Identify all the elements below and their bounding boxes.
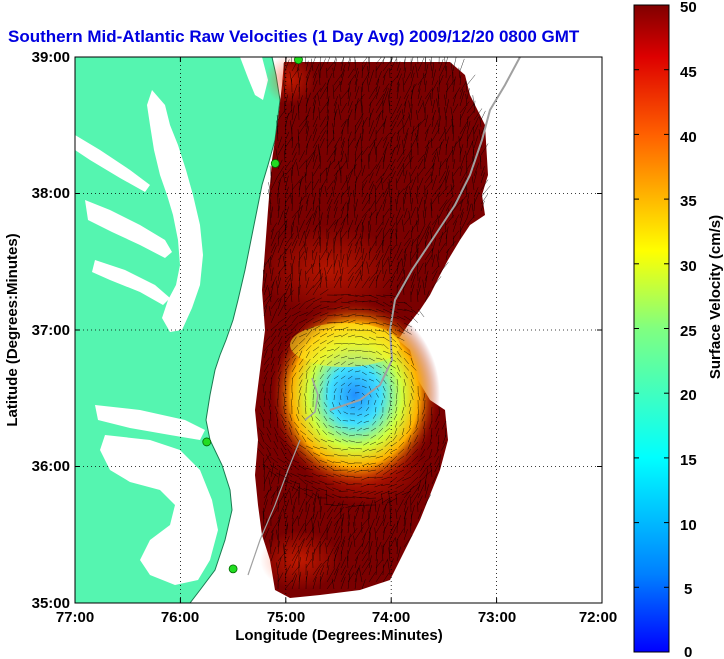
y-tick-label: 35:00	[32, 595, 70, 612]
colorbar-ticks	[634, 4, 669, 653]
delaware-bay	[240, 57, 268, 100]
bathymetry-contour	[304, 377, 319, 421]
colorbar-tick-label: 10	[680, 517, 697, 534]
radar-station-marker	[228, 564, 238, 574]
warm-band	[265, 57, 315, 105]
colorbar-tick-label: 0	[684, 644, 692, 659]
radar-stations	[202, 57, 303, 574]
radar-station-marker	[202, 437, 212, 447]
colorbar-tick-label: 45	[680, 64, 697, 81]
bay-tributary	[85, 200, 172, 258]
colorbar: 50 45 40 35 30 25 20 15 10 5 0 Surface V…	[633, 0, 724, 659]
colorbar-tick-label: 30	[680, 258, 697, 275]
colorbar-tick-label: 40	[680, 129, 697, 146]
x-tick-label: 72:00	[579, 609, 617, 626]
velocity-arrow-texture	[257, 57, 491, 590]
x-tick-label: 74:00	[372, 609, 410, 626]
velocity-vectors	[257, 57, 491, 590]
colorbar-label: Surface Velocity (cm/s)	[707, 215, 724, 379]
coastline	[189, 57, 281, 603]
radar-station-marker	[294, 57, 303, 65]
colorbar-tick-label: 50	[680, 0, 697, 16]
x-tick-label: 76:00	[161, 609, 199, 626]
y-axis-label: Latitude (Degrees:Minutes)	[4, 233, 21, 426]
albemarle-sound	[95, 405, 205, 440]
colorbar-tick-label: 5	[684, 581, 692, 598]
y-tick-label: 38:00	[32, 185, 70, 202]
map-plot-area: 77:00 76:00 75:00 74:00 73:00 72:00 39:0…	[4, 49, 617, 644]
bay-tributary	[75, 135, 150, 192]
bathymetry-contour	[329, 57, 521, 411]
x-axis-label: Longitude (Degrees:Minutes)	[235, 627, 443, 644]
colorbar-tick-label: 15	[680, 452, 697, 469]
grid-lines	[75, 57, 602, 603]
colorbar-gradient	[633, 4, 670, 653]
colorbar-tick-label: 20	[680, 387, 697, 404]
radar-station-marker	[270, 159, 280, 168]
y-tick-label: 39:00	[32, 49, 70, 66]
chesapeake-bay	[147, 90, 203, 332]
x-tick-label: 77:00	[56, 609, 94, 626]
y-tick-label: 36:00	[32, 458, 70, 475]
colorbar-tick-label: 25	[680, 323, 697, 340]
bathymetry-contour	[247, 439, 301, 576]
axis-ticks	[74, 56, 603, 604]
x-tick-label: 75:00	[267, 609, 305, 626]
colorbar-tick-label: 35	[680, 193, 697, 210]
x-tick-label: 73:00	[478, 609, 516, 626]
pamlico-sound	[100, 435, 218, 585]
y-tick-label: 37:00	[32, 322, 70, 339]
warm-band	[260, 225, 400, 315]
chart-title: Southern Mid-Atlantic Raw Velocities (1 …	[8, 27, 580, 46]
bay-tributary	[92, 260, 170, 305]
